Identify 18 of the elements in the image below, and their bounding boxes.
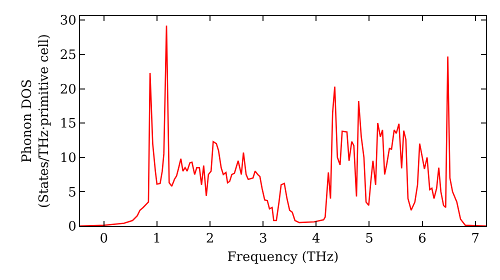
x-tick-label: 5 <box>365 232 374 247</box>
y-tick-label: 0 <box>68 220 76 235</box>
line-series <box>80 24 486 226</box>
x-tick-label: 3 <box>258 232 268 247</box>
y-tick-label: 20 <box>60 82 76 98</box>
x-tick-label: 7 <box>471 232 480 247</box>
y-tick-label: 25 <box>60 48 76 63</box>
x-tick-label: 4 <box>312 232 320 247</box>
y-tick-label: 10 <box>60 150 76 166</box>
x-axis-title: Frequency (THz) <box>227 250 339 266</box>
x-tick-label: 2 <box>206 232 214 247</box>
y-tick-label: 5 <box>68 185 76 200</box>
y-tick-label: 30 <box>60 14 76 29</box>
x-tick-label: 0 <box>100 232 108 247</box>
x-tick-label: 6 <box>418 232 426 247</box>
x-tick-label: 1 <box>152 232 162 247</box>
y-axis-title: Phonon DOS (States/THz·primitive cell) <box>20 34 52 208</box>
y-tick-label: 15 <box>60 116 76 132</box>
